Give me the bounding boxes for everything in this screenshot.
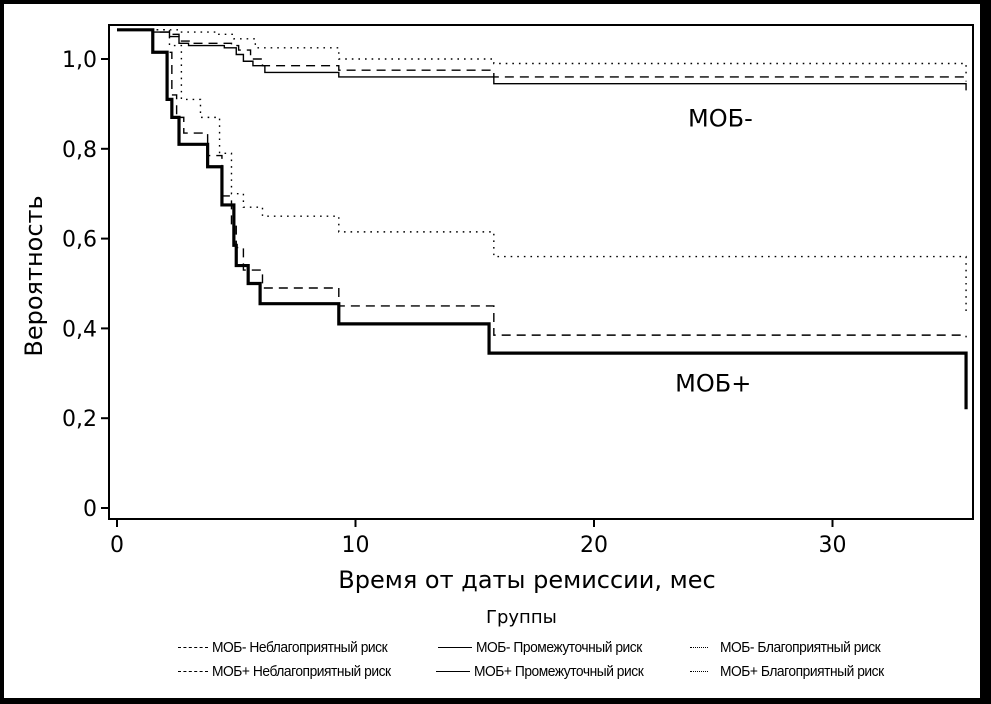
- survival-curves: [117, 28, 968, 410]
- legend-label: МОБ- Промежуточный риск: [476, 638, 642, 656]
- y-tick-label: 0,8: [62, 138, 97, 163]
- legend-dotted-swatch: [690, 646, 708, 648]
- legend-title: Группы: [486, 607, 557, 628]
- legend-label: МОБ+ Неблагоприятный риск: [212, 662, 391, 680]
- x-tick-label: 10: [342, 533, 370, 558]
- y-axis-title: Вероятность: [20, 195, 48, 356]
- y-tick-label: 0,2: [62, 407, 97, 432]
- legend-label: МОБ+ Промежуточный риск: [474, 662, 644, 680]
- y-tick-label: 1,0: [62, 48, 97, 73]
- curve-0: [117, 29, 967, 82]
- legend-item: МОБ+ Неблагоприятный риск: [178, 661, 406, 681]
- legend-solid-swatch: [436, 670, 470, 672]
- figure-page: 0 0,2 0,4 0,6 0,8 1,0 0 10 20 30 МОБ- МОБ+ Время…: [4, 4, 980, 698]
- km-chart: 0 0,2 0,4 0,6 0,8 1,0 0 10 20 30 МОБ- МОБ+ Время…: [20, 24, 974, 594]
- legend-item: МОБ+ Промежуточный риск: [436, 661, 658, 681]
- legend-item: МОБ- Благоприятный риск: [690, 637, 894, 657]
- legend-item: МОБ+ Благоприятный риск: [690, 661, 898, 681]
- x-axis-title: Время от даты ремиссии, мес: [338, 566, 715, 594]
- legend-row-mrd-positive: МОБ+ Неблагоприятный риск МОБ+ Промежуто…: [4, 661, 980, 681]
- group-label-mrd-positive: МОБ+: [675, 369, 751, 397]
- legend-solid-swatch: [438, 646, 472, 648]
- legend-label: МОБ- Неблагоприятный риск: [212, 638, 388, 656]
- group-label-mrd-negative: МОБ-: [688, 104, 753, 132]
- curve-4: [117, 28, 968, 410]
- legend-row-mrd-negative: МОБ- Неблагоприятный риск МОБ- Промежуто…: [4, 637, 980, 657]
- legend-label: МОБ- Благоприятный риск: [720, 638, 881, 656]
- curve-1: [117, 29, 967, 91]
- legend-item: МОБ- Промежуточный риск: [438, 637, 656, 657]
- curve-3: [117, 29, 967, 338]
- legend-item: МОБ- Неблагоприятный риск: [178, 637, 402, 657]
- x-tick-label: 0: [110, 533, 124, 558]
- curve-2: [117, 29, 967, 75]
- legend-dashed-swatch: [178, 646, 208, 648]
- y-tick-label: 0: [83, 497, 97, 522]
- legend-dashed-swatch: [178, 670, 208, 672]
- legend-label: МОБ+ Благоприятный риск: [720, 662, 884, 680]
- curve-5: [117, 29, 967, 315]
- y-tick-label: 0,4: [62, 317, 97, 342]
- legend-dotted-swatch: [690, 670, 708, 672]
- x-tick-label: 30: [819, 533, 847, 558]
- x-tick-label: 20: [580, 533, 608, 558]
- y-tick-label: 0,6: [62, 228, 97, 253]
- y-axis: 0 0,2 0,4 0,6 0,8 1,0: [62, 48, 109, 522]
- plot-frame: [108, 24, 974, 520]
- x-axis: 0 10 20 30: [110, 519, 847, 558]
